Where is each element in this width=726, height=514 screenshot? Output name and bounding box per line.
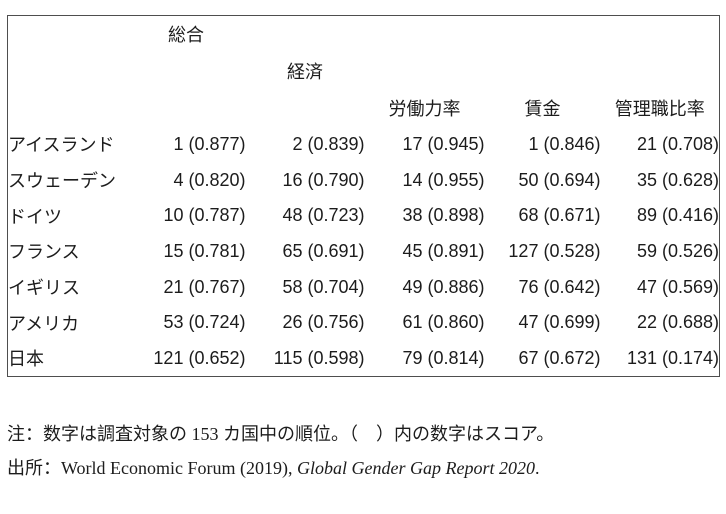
overall-cell: 1 (0.877) <box>173 133 246 154</box>
management-cell: 22 (0.688) <box>636 312 720 333</box>
table-row-france: フランス 15 (0.781) 65 (0.691) 45 (0.891) 12… <box>8 234 720 270</box>
wage-cell: 67 (0.672) <box>518 347 601 368</box>
overall-cell: 10 (0.787) <box>163 205 246 226</box>
economy-cell: 48 (0.723) <box>282 205 365 226</box>
source-title-italic: Global Gender Gap Report 2020 <box>297 458 535 478</box>
management-cell: 21 (0.708) <box>636 133 720 154</box>
management-cell: 59 (0.526) <box>636 240 720 261</box>
note-text: 注：数字は調査対象の 153 カ国中の順位。（ ）内の数字はスコア。 <box>7 424 555 444</box>
country-cell: ドイツ <box>8 206 62 227</box>
overall-cell: 4 (0.820) <box>173 169 246 190</box>
header-labor-force-rate: 労働力率 <box>388 99 461 119</box>
labor-force-cell: 61 (0.860) <box>402 312 485 333</box>
labor-force-cell: 14 (0.955) <box>402 169 485 190</box>
table-row-japan: 日本 121 (0.652) 115 (0.598) 79 (0.814) 67… <box>8 341 720 377</box>
economy-cell: 26 (0.756) <box>282 312 365 333</box>
header-row-economy: 経済 <box>8 52 720 90</box>
country-cell: イギリス <box>8 278 80 299</box>
header-overall-label: 総合 <box>168 24 204 45</box>
country-cell: アイスランド <box>8 135 115 156</box>
source-prefix: 出所：World Economic Forum (2019), <box>7 458 298 478</box>
header-blank-cell <box>127 52 246 90</box>
header-economy-label: 経済 <box>287 61 323 82</box>
management-cell: 35 (0.628) <box>636 169 720 190</box>
header-wage: 賃金 <box>524 99 561 119</box>
labor-force-cell: 17 (0.945) <box>402 133 485 154</box>
table-row-uk: イギリス 21 (0.767) 58 (0.704) 49 (0.886) 76… <box>8 269 720 305</box>
wage-cell: 76 (0.642) <box>518 276 601 297</box>
economy-cell: 58 (0.704) <box>282 276 365 297</box>
table-row-usa: アメリカ 53 (0.724) 26 (0.756) 61 (0.860) 47… <box>8 305 720 341</box>
source-text: 出所：World Economic Forum (2019), Global G… <box>7 457 554 479</box>
country-cell: フランス <box>8 242 80 263</box>
table-corner-cell <box>8 16 127 127</box>
source-suffix: . <box>535 458 540 478</box>
wage-cell: 47 (0.699) <box>518 312 601 333</box>
country-cell: スウェーデン <box>8 171 116 192</box>
economy-cell: 65 (0.691) <box>282 240 365 261</box>
wage-cell: 50 (0.694) <box>518 169 601 190</box>
header-management-ratio: 管理職比率 <box>614 99 705 119</box>
table-row-iceland: アイスランド 1 (0.877) 2 (0.839) 17 (0.945) 1 … <box>8 127 720 163</box>
country-cell: アメリカ <box>8 313 80 334</box>
management-cell: 47 (0.569) <box>636 276 720 297</box>
header-blank-cell <box>246 90 365 127</box>
country-cell: 日本 <box>8 349 44 370</box>
labor-force-cell: 38 (0.898) <box>402 205 485 226</box>
economy-cell: 16 (0.790) <box>282 169 365 190</box>
economy-cell: 115 (0.598) <box>273 347 365 368</box>
overall-cell: 15 (0.781) <box>163 240 246 261</box>
header-row-overall: 総合 <box>8 16 720 52</box>
table-container: 総合 経済 労働力率 賃金 管理職比率 アイスランド 1 (0.877) <box>7 15 721 377</box>
overall-cell: 21 (0.767) <box>163 276 246 297</box>
footnotes: 注：数字は調査対象の 153 カ国中の順位。（ ）内の数字はスコア。 出所：Wo… <box>7 423 554 491</box>
table-row-germany: ドイツ 10 (0.787) 48 (0.723) 38 (0.898) 68 … <box>8 198 720 234</box>
management-cell: 89 (0.416) <box>636 205 720 226</box>
labor-force-cell: 45 (0.891) <box>402 240 485 261</box>
header-row-subindicators: 労働力率 賃金 管理職比率 <box>8 90 720 127</box>
wage-cell: 127 (0.528) <box>508 240 601 261</box>
header-blank-cell <box>127 90 246 127</box>
labor-force-cell: 79 (0.814) <box>402 347 485 368</box>
gender-gap-table: 総合 経済 労働力率 賃金 管理職比率 アイスランド 1 (0.877) <box>7 15 721 377</box>
header-overall: 総合 <box>127 16 720 52</box>
overall-cell: 53 (0.724) <box>163 312 246 333</box>
management-cell: 131 (0.174) <box>626 347 720 368</box>
labor-force-cell: 49 (0.886) <box>402 276 485 297</box>
economy-cell: 2 (0.839) <box>292 133 365 154</box>
table-row-sweden: スウェーデン 4 (0.820) 16 (0.790) 14 (0.955) 5… <box>8 162 720 198</box>
overall-cell: 121 (0.652) <box>153 347 246 368</box>
header-economy: 経済 <box>246 52 720 90</box>
wage-cell: 1 (0.846) <box>528 133 601 154</box>
wage-cell: 68 (0.671) <box>518 205 601 226</box>
